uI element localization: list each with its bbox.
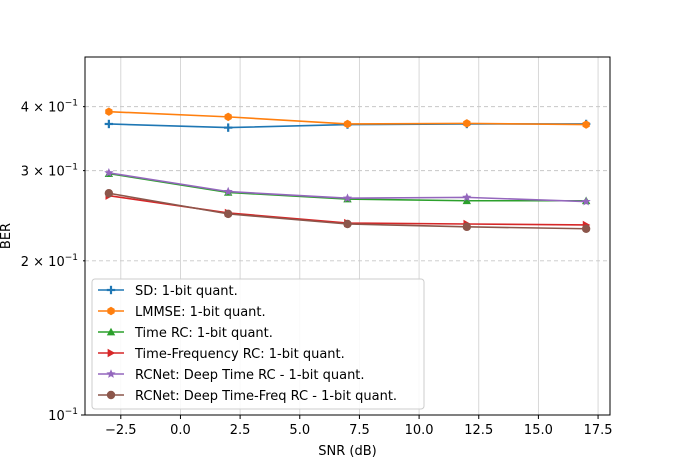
x-tick-label: 2.5 — [230, 423, 251, 438]
series-2 — [105, 107, 590, 129]
legend-marker — [106, 327, 116, 336]
y-tick-label: 4 × 10−1 — [21, 99, 78, 116]
series-group — [104, 107, 591, 233]
y-axis-label: BER — [0, 223, 14, 249]
data-point — [582, 120, 590, 129]
legend-label: RCNet: Deep Time RC - 1-bit quant. — [135, 368, 365, 383]
x-axis-label: SNR (dB) — [318, 444, 376, 459]
legend-label: LMMSE: 1-bit quant. — [135, 305, 266, 320]
data-point — [104, 168, 114, 177]
y-tick-exponent: −1 — [65, 253, 78, 263]
legend: SD: 1-bit quant. LMMSE: 1-bit quant. Time … — [91, 278, 425, 410]
x-tick-label: 5.0 — [289, 423, 310, 438]
data-point — [104, 119, 114, 129]
y-tick-exponent: −1 — [65, 99, 78, 109]
x-tick-label: −2.5 — [105, 423, 137, 438]
data-point — [224, 112, 232, 122]
legend-label: SD: 1-bit quant. — [135, 284, 238, 299]
data-point — [223, 186, 233, 196]
y-tick-exponent: −1 — [65, 407, 78, 417]
data-point — [343, 219, 352, 229]
data-point — [462, 196, 472, 205]
y-tick-label: 10−1 — [48, 407, 78, 424]
legend-label: Time RC: 1-bit quant. — [134, 326, 273, 341]
data-point — [223, 123, 233, 132]
x-tick-label: 15.0 — [524, 423, 553, 438]
data-point — [342, 193, 353, 203]
y-tick-coef: 3 × — [21, 165, 48, 180]
x-tick-label: 7.5 — [349, 423, 370, 438]
axis-ticks: −2.5 0.0 2.5 5.0 7.5 10.0 12.5 15.0 17.510−12 × … — [21, 99, 613, 438]
legend-marker — [107, 348, 116, 358]
data-point — [581, 224, 591, 233]
data-point — [343, 119, 352, 129]
y-tick-label: 3 × 10−1 — [21, 163, 78, 180]
series-5 — [104, 168, 591, 206]
data-point — [223, 209, 233, 219]
legend-entry: RCNet: Deep Time-Freq RC - 1-bit quant. — [98, 389, 397, 404]
legend-marker — [106, 369, 116, 378]
legend-box — [91, 278, 425, 410]
y-tick-base: 10 — [48, 101, 65, 116]
y-tick-base: 10 — [48, 409, 65, 424]
legend-entry: Time-Frequency RC: 1-bit quant. — [98, 347, 345, 362]
series-6 — [104, 189, 591, 233]
legend-entry: SD: 1-bit quant. — [98, 284, 238, 299]
legend-label: Time-Frequency RC: 1-bit quant. — [134, 347, 345, 362]
legend-entry: RCNet: Deep Time RC - 1-bit quant. — [98, 368, 365, 383]
x-tick-label: 10.0 — [405, 423, 434, 438]
x-tick-label: 17.5 — [584, 423, 613, 438]
data-point — [463, 119, 471, 128]
legend-label: RCNet: Deep Time-Freq RC - 1-bit quant. — [135, 389, 397, 404]
grid — [85, 57, 610, 415]
plot-frame — [84, 56, 611, 416]
x-tick-label: 0.0 — [170, 423, 191, 438]
legend-marker — [106, 390, 116, 400]
y-tick-coef: 2 × — [21, 255, 48, 270]
y-tick-coef: 4 × — [21, 101, 48, 116]
legend-marker — [107, 306, 115, 316]
data-point — [462, 192, 472, 202]
x-tick-label: 12.5 — [464, 423, 493, 438]
legend-entry: Time RC: 1-bit quant. — [98, 326, 273, 341]
data-point — [104, 189, 114, 198]
data-point — [105, 107, 113, 116]
y-tick-label: 2 × 10−1 — [21, 253, 78, 270]
y-tick-exponent: −1 — [65, 163, 78, 173]
y-tick-base: 10 — [48, 255, 65, 270]
data-point — [462, 222, 472, 232]
legend-marker — [106, 285, 116, 295]
data-point — [581, 196, 591, 206]
legend-entry: LMMSE: 1-bit quant. — [98, 305, 266, 320]
y-tick-base: 10 — [48, 165, 65, 180]
